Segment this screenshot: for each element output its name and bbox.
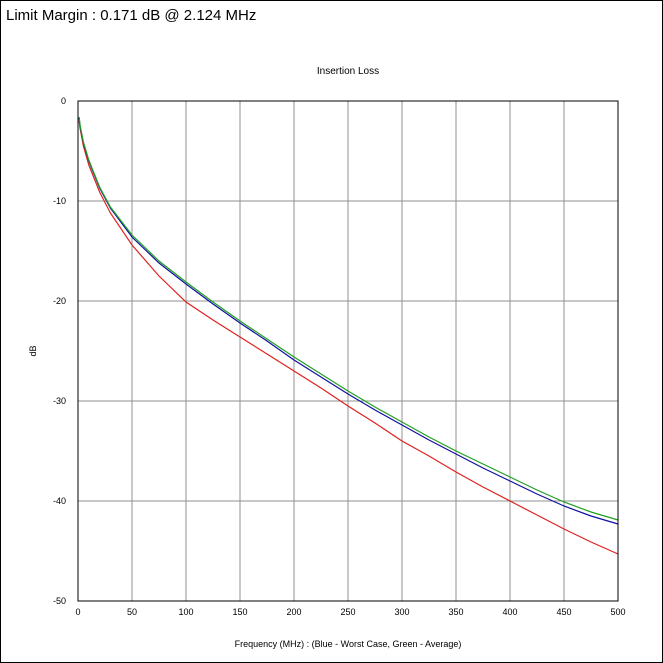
y-tick-label: -10 <box>53 196 66 206</box>
y-tick-label: -30 <box>53 396 66 406</box>
series-lines <box>78 116 619 555</box>
x-tick-label: 50 <box>127 607 137 617</box>
x-tick-label: 500 <box>610 607 625 617</box>
y-axis-label: dB <box>28 345 38 356</box>
grid <box>78 101 618 601</box>
limit-margin-label: Limit Margin : 0.171 dB @ 2.124 MHz <box>6 7 257 24</box>
tick-labels: 0 50 100 150 200 250 300 350 400 450 500 0 -10 -20 -30… <box>53 96 626 617</box>
y-tick-label: -20 <box>53 296 66 306</box>
y-tick-label: 0 <box>61 96 66 106</box>
y-tick-label: -40 <box>53 496 66 506</box>
plot-area <box>77 100 619 602</box>
x-tick-label: 300 <box>394 607 409 617</box>
x-tick-label: 200 <box>286 607 301 617</box>
x-tick-label: 100 <box>178 607 193 617</box>
x-tick-label: 350 <box>448 607 463 617</box>
x-axis-label: Frequency (MHz) : (Blue - Worst Case, Gr… <box>235 639 462 649</box>
x-tick-label: 250 <box>340 607 355 617</box>
series-line-2 <box>78 116 619 521</box>
x-tick-label: 0 <box>75 607 80 617</box>
series-line-1 <box>78 117 619 525</box>
y-tick-label: -50 <box>53 596 66 606</box>
x-tick-label: 450 <box>556 607 571 617</box>
chart-title: Insertion Loss <box>317 66 379 77</box>
series-line-0 <box>78 120 619 555</box>
x-tick-label: 150 <box>232 607 247 617</box>
x-tick-label: 400 <box>502 607 517 617</box>
